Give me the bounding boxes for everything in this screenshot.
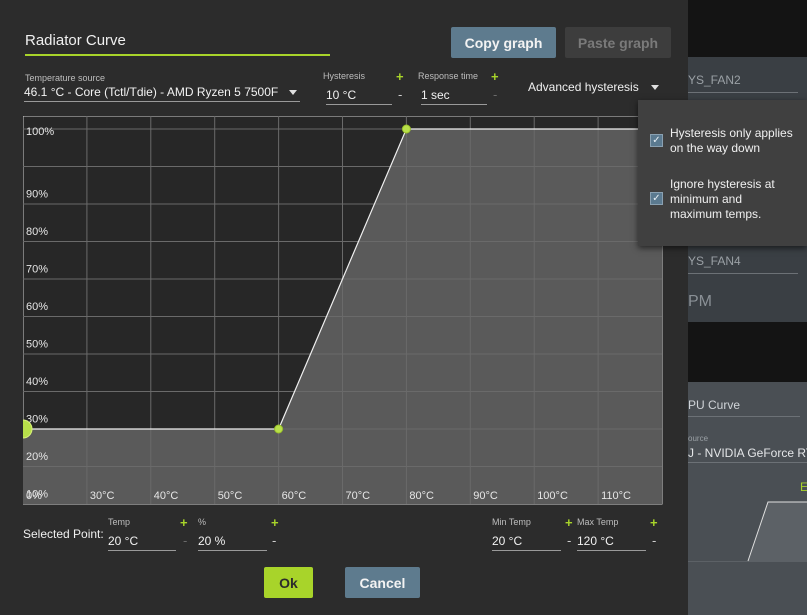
ignore-hysteresis-extremes-label: Ignore hysteresis at minimum and maximum… (670, 177, 775, 221)
gpu-title-underline (688, 416, 800, 417)
curve-point[interactable] (274, 424, 284, 434)
y-tick-label: 50% (26, 339, 48, 351)
point-percent-increase-button[interactable]: + (271, 515, 279, 530)
rpm-label: PM (688, 293, 712, 310)
point-percent-label: % (198, 517, 207, 527)
max-temp-input[interactable]: 120 °C (577, 533, 646, 551)
gpu-source-underline (688, 462, 807, 463)
y-tick-label: 70% (26, 264, 48, 276)
x-tick-label: 90°C (473, 490, 498, 502)
max-temp-label: Max Temp (577, 517, 619, 527)
max-temp-increase-button[interactable]: + (650, 515, 658, 530)
ignore-hysteresis-extremes-checkbox[interactable]: ✓ (650, 192, 663, 205)
paste-graph-button[interactable]: Paste graph (565, 27, 671, 58)
temperature-source-select[interactable]: 46.1 °C - Core (Tctl/Tdie) - AMD Ryzen 5… (24, 84, 300, 102)
response-time-increase-button[interactable]: + (491, 69, 499, 84)
cancel-button[interactable]: Cancel (345, 567, 420, 598)
y-tick-label: 80% (26, 226, 48, 238)
y-tick-label: 90% (26, 189, 48, 201)
response-time-label: Response time (418, 71, 479, 81)
hysteresis-down-only-checkbox[interactable]: ✓ (650, 134, 663, 147)
selected-point-label: Selected Point: (23, 527, 104, 541)
x-tick-label: 80°C (409, 490, 434, 502)
curve-line (23, 128, 662, 430)
chevron-down-icon (289, 90, 297, 95)
gpu-accent-text: E (800, 480, 807, 494)
min-temp-increase-button[interactable]: + (565, 515, 573, 530)
fan4-underline (688, 273, 798, 274)
hysteresis-decrease-button[interactable]: - (398, 87, 403, 102)
temperature-source-value: 46.1 °C - Core (Tctl/Tdie) - AMD Ryzen 5… (24, 85, 279, 99)
x-tick-label: 110°C (601, 490, 631, 502)
gpu-curve-preview (688, 501, 807, 562)
min-temp-decrease-button[interactable]: - (567, 533, 572, 548)
min-temp-input[interactable]: 20 °C (492, 533, 561, 551)
hysteresis-down-only-label: Hysteresis only applies on the way down (670, 126, 793, 155)
fan2-underline (688, 92, 798, 93)
point-temp-input[interactable]: 20 °C (108, 533, 176, 551)
x-tick-label: 30°C (90, 490, 115, 502)
x-tick-label: 60°C (282, 490, 307, 502)
gpu-curve-title: PU Curve (688, 398, 741, 412)
hysteresis-label: Hysteresis (323, 71, 366, 81)
gpu-source-value: J - NVIDIA GeForce RT (688, 446, 807, 460)
fan-curve-dialog: Radiator Curve Copy graph Paste graph Te… (0, 0, 688, 615)
y-tick-label: 60% (26, 301, 48, 313)
y-tick-label: 10% (26, 489, 48, 501)
temperature-source-label: Temperature source (25, 73, 106, 83)
curve-name-input[interactable]: Radiator Curve (25, 31, 330, 56)
curve-point[interactable] (401, 124, 411, 134)
hysteresis-input[interactable]: 10 °C (326, 87, 392, 105)
point-temp-increase-button[interactable]: + (180, 515, 188, 530)
x-tick-label: 100°C (537, 490, 568, 502)
min-temp-label: Min Temp (492, 517, 531, 527)
copy-graph-button[interactable]: Copy graph (451, 27, 556, 58)
ok-button[interactable]: Ok (264, 567, 313, 598)
fan4-label: YS_FAN4 (688, 254, 741, 268)
advanced-hysteresis-popover: ✓ Hysteresis only applies on the way dow… (638, 100, 807, 246)
x-tick-label: 40°C (154, 490, 179, 502)
advanced-hysteresis-dropdown[interactable]: Advanced hysteresis (528, 80, 639, 94)
y-tick-label: 30% (26, 414, 48, 426)
x-tick-label: 70°C (346, 490, 371, 502)
point-temp-decrease-button[interactable]: - (183, 533, 188, 548)
hysteresis-increase-button[interactable]: + (396, 69, 404, 84)
gpu-source-label: ource (688, 434, 709, 443)
point-temp-label: Temp (108, 517, 131, 527)
x-tick-label: 0% (26, 490, 42, 502)
max-temp-decrease-button[interactable]: - (652, 533, 657, 548)
fan2-label: YS_FAN2 (688, 73, 741, 87)
response-time-decrease-button[interactable]: - (493, 87, 498, 102)
y-tick-label: 20% (26, 451, 48, 463)
chevron-down-icon (651, 85, 659, 90)
background-gpu-card: PU Curve ource J - NVIDIA GeForce RT E (688, 382, 807, 615)
response-time-input[interactable]: 1 sec (421, 87, 487, 105)
point-percent-input[interactable]: 20 % (198, 533, 267, 551)
y-tick-label: 100% (26, 126, 54, 138)
point-percent-decrease-button[interactable]: - (272, 533, 277, 548)
fan-curve-graph[interactable]: 0% 30°C 40°C 50°C 60°C 70°C 80°C 90°C 100°C 110°C… (23, 116, 663, 506)
x-tick-label: 50°C (218, 490, 243, 502)
y-tick-label: 40% (26, 376, 48, 388)
selected-curve-point[interactable] (23, 419, 33, 439)
